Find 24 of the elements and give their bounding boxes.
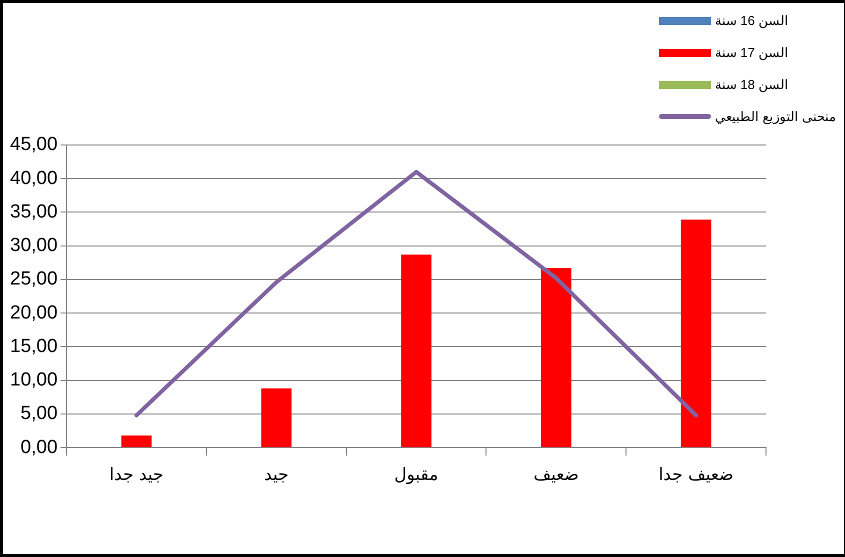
y-tick-label: 35,00 — [10, 201, 58, 222]
y-tick-label: 20,00 — [10, 302, 58, 324]
x-tick-label: مقبول — [394, 465, 438, 486]
x-tick-label: ضعيف جدا — [658, 465, 734, 486]
legend-label: السن 16 سنة — [714, 13, 788, 28]
bar — [121, 435, 152, 448]
y-tick-label: 45,00 — [10, 134, 58, 156]
legend-label: منحنى التوزيع الطبيعي — [714, 109, 836, 124]
bar — [401, 254, 432, 448]
legend-label: السن 18 سنة — [714, 77, 788, 92]
bar — [680, 220, 712, 448]
bar — [261, 388, 292, 448]
x-tick-label: جيد جدا — [109, 465, 164, 486]
y-tick-label: 25,00 — [10, 268, 58, 290]
y-tick-label: 40,00 — [10, 168, 58, 189]
y-tick-label: 10,00 — [10, 370, 58, 391]
bar — [541, 268, 572, 448]
y-tick-label: 0,00 — [20, 436, 58, 458]
y-tick-label: 30,00 — [10, 235, 58, 256]
y-tick-label: 5,00 — [20, 403, 58, 424]
y-tick-label: 15,00 — [10, 336, 58, 357]
x-tick-label: جيد — [264, 465, 289, 486]
legend-label: السن 17 سنة — [714, 45, 788, 60]
x-tick-label: ضعيف — [533, 465, 579, 486]
